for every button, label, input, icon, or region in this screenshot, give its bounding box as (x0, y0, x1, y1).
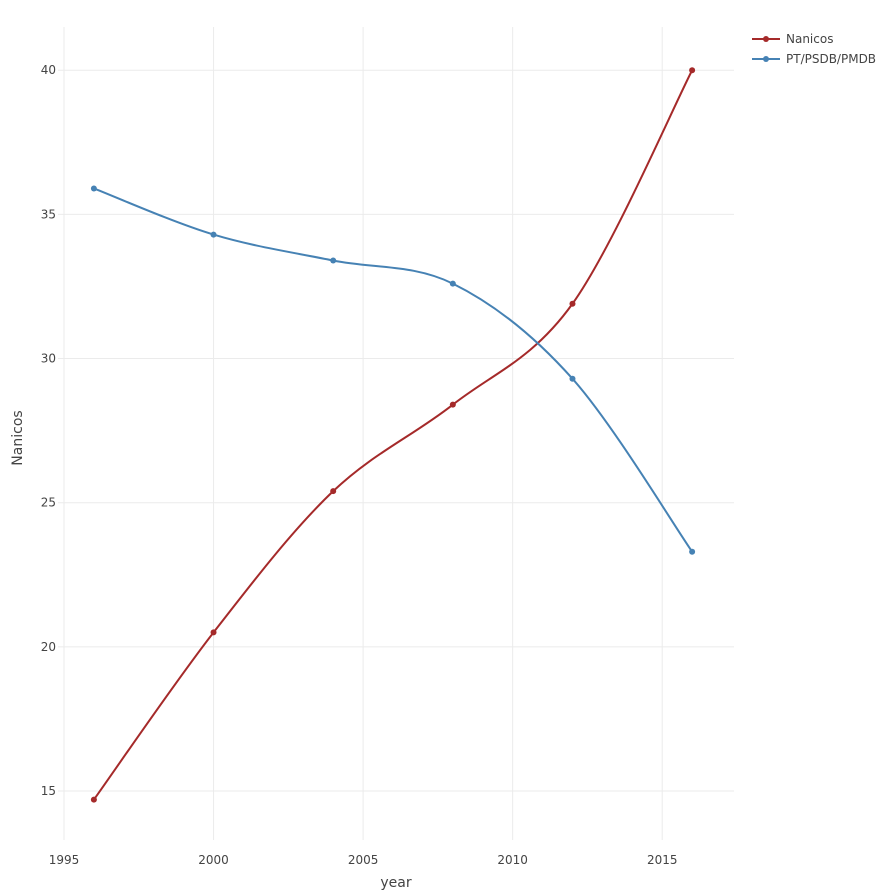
legend-swatch-marker (763, 56, 769, 62)
x-tick-label: 2005 (348, 853, 379, 867)
series-line (93, 69, 694, 801)
series-1 (90, 185, 696, 555)
y-tick-label: 30 (41, 352, 56, 366)
legend-item[interactable]: PT/PSDB/PMDB (752, 52, 876, 66)
y-tick-label: 20 (41, 640, 56, 654)
y-tick-label: 15 (41, 784, 56, 798)
data-point[interactable] (689, 67, 696, 74)
y-tick-label: 25 (41, 496, 56, 510)
data-point[interactable] (449, 401, 456, 408)
y-axis-title: Nanicos (10, 410, 26, 465)
data-point[interactable] (689, 548, 696, 555)
y-axis-ticks: 15 20 25 30 35 40 (41, 63, 56, 798)
series-lines (90, 67, 696, 803)
y-tick-label: 40 (41, 63, 56, 77)
data-point[interactable] (330, 257, 337, 264)
data-point[interactable] (330, 488, 337, 495)
data-point[interactable] (210, 629, 217, 636)
legend-label: Nanicos (786, 32, 833, 46)
data-point[interactable] (569, 375, 576, 382)
data-point[interactable] (90, 796, 97, 803)
x-axis-title: year (380, 875, 411, 890)
x-tick-label: 2015 (647, 853, 678, 867)
series-0 (90, 67, 696, 803)
legend[interactable]: Nanicos PT/PSDB/PMDB (752, 32, 876, 66)
grid (58, 27, 734, 840)
legend-swatch-marker (763, 36, 769, 42)
x-axis-ticks: 1995 2000 2005 2010 2015 (49, 853, 678, 867)
x-tick-label: 2000 (198, 853, 229, 867)
data-point[interactable] (90, 185, 97, 192)
data-point[interactable] (449, 280, 456, 287)
x-tick-label: 1995 (49, 853, 80, 867)
data-point[interactable] (569, 300, 576, 307)
legend-item[interactable]: Nanicos (752, 32, 833, 46)
legend-label: PT/PSDB/PMDB (786, 52, 876, 66)
y-tick-label: 35 (41, 207, 56, 221)
series-line (93, 187, 693, 553)
data-point[interactable] (210, 231, 217, 238)
x-tick-label: 2010 (497, 853, 528, 867)
